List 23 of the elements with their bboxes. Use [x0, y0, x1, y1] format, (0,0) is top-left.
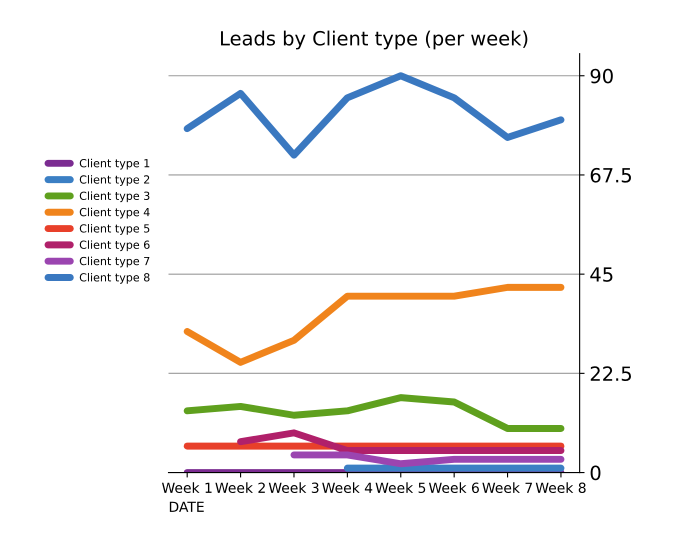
legend-label: Client type 3	[80, 191, 150, 202]
legend-label: Client type 1	[80, 158, 150, 170]
x-tick-label: Week 3	[268, 482, 319, 494]
x-axis-title: DATE	[170, 502, 204, 512]
x-tick-label: Week 2	[215, 482, 265, 494]
legend-label: Client type 2	[80, 175, 150, 186]
y-tick-label: 0	[590, 466, 600, 480]
y-tick-label: 45	[590, 267, 612, 282]
legend-label: Client type 8	[80, 272, 150, 284]
x-tick-label: Week 5	[376, 482, 426, 494]
chart-title: Leads by Client type (per week)	[221, 30, 528, 50]
legend-label: Client type 4	[80, 208, 150, 218]
legend-label: Client type 7	[80, 256, 150, 268]
x-tick-label: Week 8	[536, 482, 586, 494]
x-tick-label: Week 4	[322, 482, 372, 494]
x-tick-label: Week 7	[482, 482, 532, 494]
x-tick-label: Week 1	[162, 482, 212, 494]
x-tick-label: Week 6	[428, 482, 479, 494]
y-tick-label: 90	[590, 68, 613, 84]
legend-label: Client type 6	[80, 240, 150, 252]
legend-label: Client type 5	[80, 224, 150, 235]
y-tick-label: 22.5	[590, 366, 631, 382]
y-tick-label: 67.5	[590, 168, 631, 183]
